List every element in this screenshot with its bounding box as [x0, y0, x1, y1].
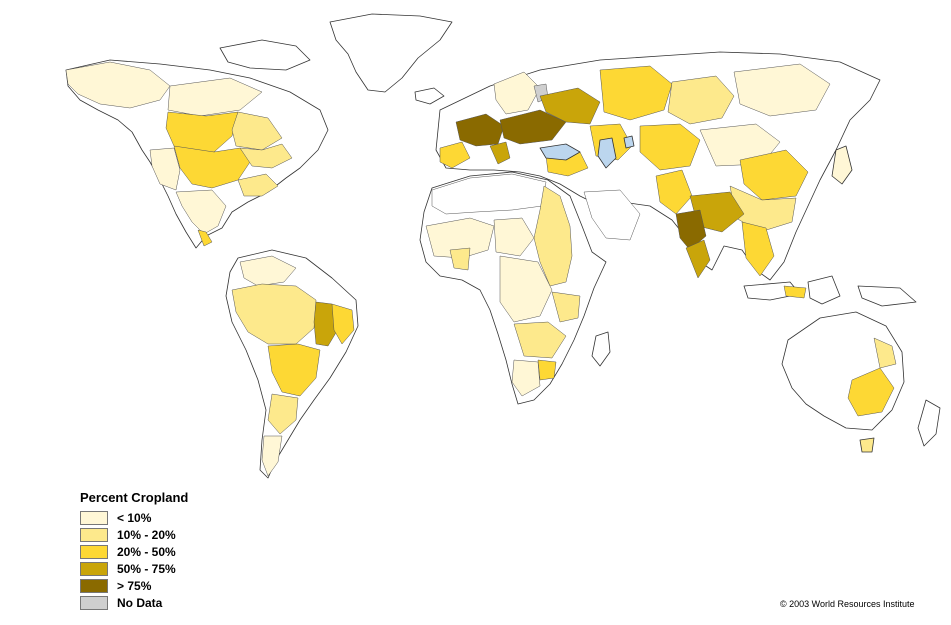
madagascar: [591, 331, 611, 367]
legend-item: 20% - 50%: [80, 543, 188, 560]
niger-basin: [449, 247, 471, 271]
legend-swatch: [80, 561, 108, 576]
us-west-basin: [149, 147, 181, 191]
orange-basin: [511, 359, 541, 397]
legend-label: 10% - 20%: [117, 527, 176, 542]
legend-label: < 10%: [117, 510, 152, 525]
volga-basin: [599, 65, 673, 121]
legend-swatch: [80, 544, 108, 559]
borneo: [807, 275, 841, 305]
legend-item: No Data: [80, 594, 188, 611]
new-guinea: [857, 285, 917, 307]
south-india-basin: [685, 239, 711, 279]
danube-basin: [499, 109, 567, 145]
great-lakes-basin: [239, 143, 293, 169]
legend-title: Percent Cropland: [80, 490, 189, 505]
legend-label: 50% - 75%: [117, 561, 176, 576]
mexico-basin: [175, 189, 227, 235]
sahara-basin: [431, 173, 547, 215]
legend-label: No Data: [117, 595, 163, 610]
patagonia-basin: [261, 435, 283, 477]
lake-chad-basin: [493, 217, 535, 257]
siberia-basin: [733, 63, 831, 117]
scandinavia-basin: [493, 71, 541, 115]
australia-landmass: [781, 311, 905, 431]
new-zealand: [917, 399, 941, 447]
north-china-basin: [739, 149, 809, 201]
limpopo-basin: [537, 359, 557, 381]
java-basin: [783, 285, 807, 299]
tasmania: [859, 437, 875, 453]
queensland-basin: [873, 337, 897, 369]
legend-item: < 10%: [80, 509, 188, 526]
eastern-europe-basin: [539, 87, 601, 125]
black-sea: [539, 143, 581, 161]
legend-item: 50% - 75%: [80, 560, 188, 577]
zambezi-basin: [513, 321, 567, 359]
caspian-sea: [597, 137, 617, 169]
us-southeast-basin: [237, 173, 279, 197]
pampas-basin: [267, 393, 299, 435]
map-legend: Percent Cropland < 10% 10% - 20% 20% - 5…: [80, 490, 188, 611]
mekong-basin: [741, 221, 775, 277]
orinoco-basin: [239, 255, 297, 287]
legend-swatch: [80, 578, 108, 593]
amazon-basin: [231, 283, 317, 345]
ob-basin: [667, 75, 735, 125]
congo-basin: [499, 255, 553, 323]
legend-swatch: [80, 527, 108, 542]
central-america-basin: [197, 229, 213, 247]
legend-label: > 75%: [117, 578, 152, 593]
nile-basin: [533, 185, 573, 287]
alaska-basin: [65, 61, 171, 109]
east-africa-basin: [551, 291, 581, 323]
indus-basin: [655, 169, 693, 215]
iberia-basin: [439, 141, 471, 169]
central-asia-basin: [639, 123, 701, 171]
parana-basin: [267, 343, 321, 397]
greenland-landmass: [329, 13, 453, 93]
canada-north-basin: [167, 77, 263, 117]
aral-sea: [623, 135, 635, 149]
northeast-brazil-basin: [331, 303, 355, 345]
arabia-basin: [583, 189, 641, 241]
arctic-islands: [219, 39, 311, 71]
legend-item: 10% - 20%: [80, 526, 188, 543]
legend-swatch: [80, 595, 108, 610]
japan: [831, 145, 853, 185]
copyright-notice: © 2003 World Resources Institute: [780, 599, 915, 609]
west-africa-basin: [425, 217, 495, 259]
legend-item: > 75%: [80, 577, 188, 594]
legend-label: 20% - 50%: [117, 544, 176, 559]
italy-basin: [489, 141, 511, 165]
legend-swatch: [80, 510, 108, 525]
iceland: [414, 87, 445, 105]
